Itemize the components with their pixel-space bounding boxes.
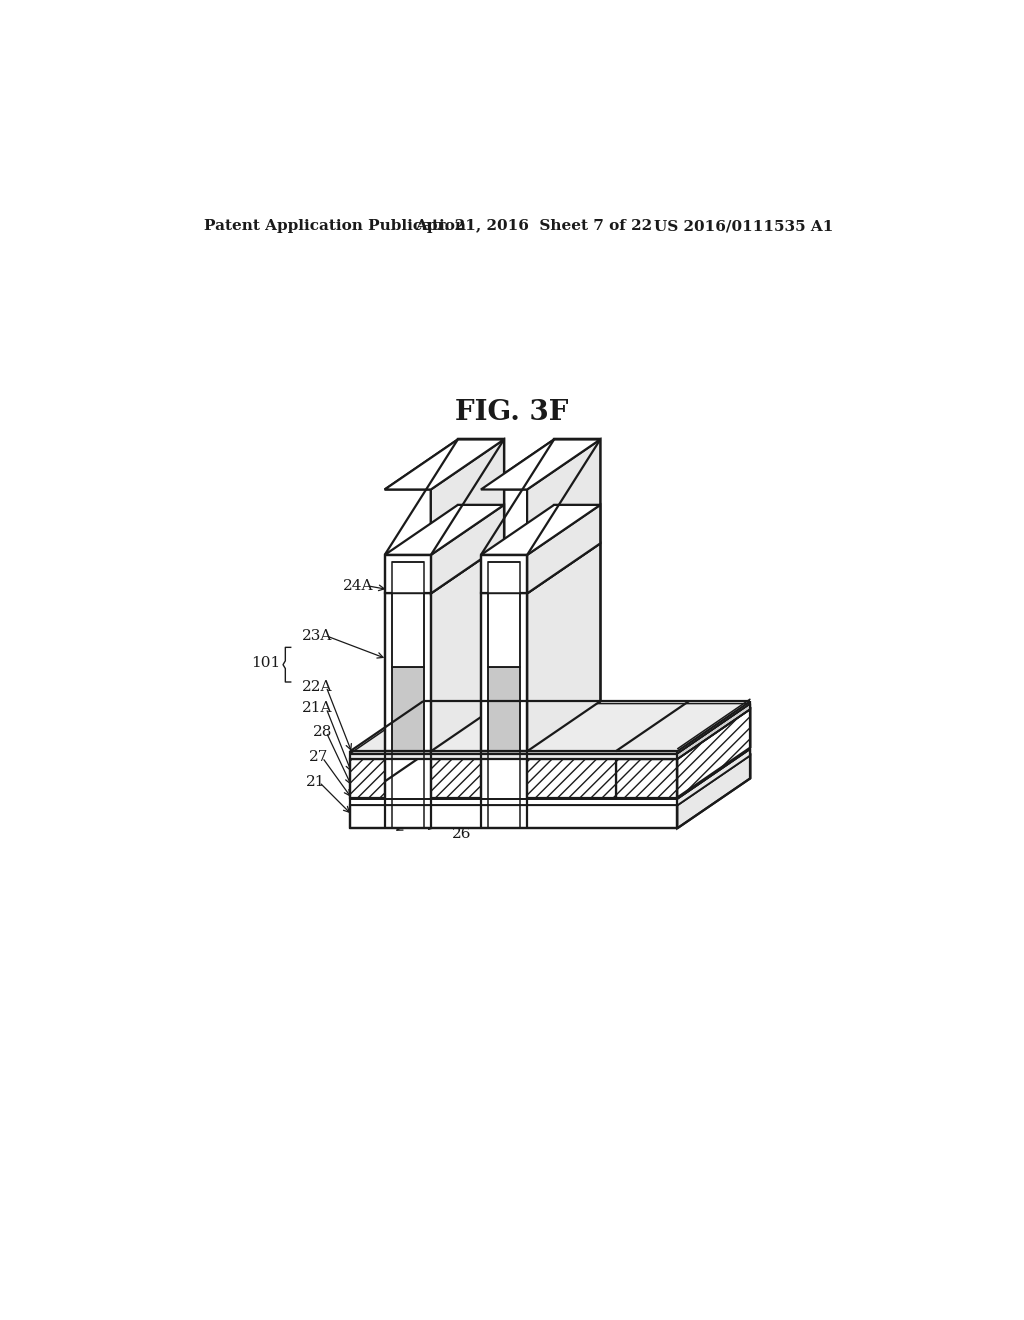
Polygon shape	[458, 506, 504, 544]
Polygon shape	[350, 799, 677, 805]
Polygon shape	[554, 506, 600, 544]
Text: 22A: 22A	[302, 680, 333, 693]
Polygon shape	[385, 440, 504, 490]
Polygon shape	[350, 759, 385, 797]
Polygon shape	[615, 759, 677, 797]
Text: 31: 31	[435, 808, 455, 821]
Polygon shape	[615, 709, 751, 759]
Polygon shape	[385, 506, 504, 554]
Polygon shape	[385, 544, 504, 594]
Polygon shape	[391, 586, 424, 667]
Polygon shape	[431, 506, 504, 594]
Text: 26: 26	[452, 828, 471, 841]
Polygon shape	[350, 755, 751, 805]
Polygon shape	[677, 704, 751, 759]
Polygon shape	[481, 440, 600, 490]
Polygon shape	[487, 562, 520, 594]
Polygon shape	[487, 667, 520, 751]
Polygon shape	[385, 554, 431, 594]
Text: 23A: 23A	[302, 628, 333, 643]
Polygon shape	[554, 440, 600, 701]
Polygon shape	[458, 440, 504, 701]
Text: 101: 101	[252, 656, 281, 669]
Polygon shape	[391, 667, 424, 751]
Text: 30: 30	[394, 816, 414, 829]
Polygon shape	[385, 594, 431, 751]
Polygon shape	[527, 506, 600, 594]
Polygon shape	[385, 440, 504, 490]
Polygon shape	[423, 755, 751, 779]
Polygon shape	[527, 759, 615, 797]
Polygon shape	[481, 594, 527, 751]
Text: 28: 28	[313, 725, 333, 739]
Polygon shape	[431, 440, 504, 751]
Text: FIG. 3F: FIG. 3F	[455, 399, 568, 426]
Polygon shape	[554, 544, 600, 701]
Polygon shape	[350, 805, 677, 829]
Polygon shape	[391, 562, 424, 594]
Text: Patent Application Publication: Patent Application Publication	[204, 219, 466, 234]
Polygon shape	[527, 440, 600, 751]
Polygon shape	[431, 544, 504, 751]
Text: 21: 21	[306, 775, 326, 789]
Polygon shape	[527, 544, 600, 751]
Polygon shape	[350, 754, 677, 759]
Polygon shape	[677, 755, 751, 829]
Polygon shape	[481, 554, 527, 594]
Polygon shape	[527, 440, 600, 751]
Text: US 2016/0111535 A1: US 2016/0111535 A1	[654, 219, 834, 234]
Polygon shape	[431, 759, 481, 797]
Text: 27: 27	[309, 751, 329, 764]
Polygon shape	[481, 440, 600, 490]
Polygon shape	[677, 748, 751, 805]
Polygon shape	[554, 440, 600, 701]
Polygon shape	[350, 704, 751, 754]
Polygon shape	[458, 544, 504, 701]
Polygon shape	[481, 544, 600, 594]
Polygon shape	[677, 709, 751, 797]
Text: Apr. 21, 2016  Sheet 7 of 22: Apr. 21, 2016 Sheet 7 of 22	[416, 219, 652, 234]
Polygon shape	[481, 506, 600, 554]
Polygon shape	[431, 440, 504, 751]
Text: 24A: 24A	[343, 578, 373, 593]
Polygon shape	[458, 440, 504, 701]
Text: 21A: 21A	[302, 701, 333, 715]
Polygon shape	[487, 586, 520, 667]
